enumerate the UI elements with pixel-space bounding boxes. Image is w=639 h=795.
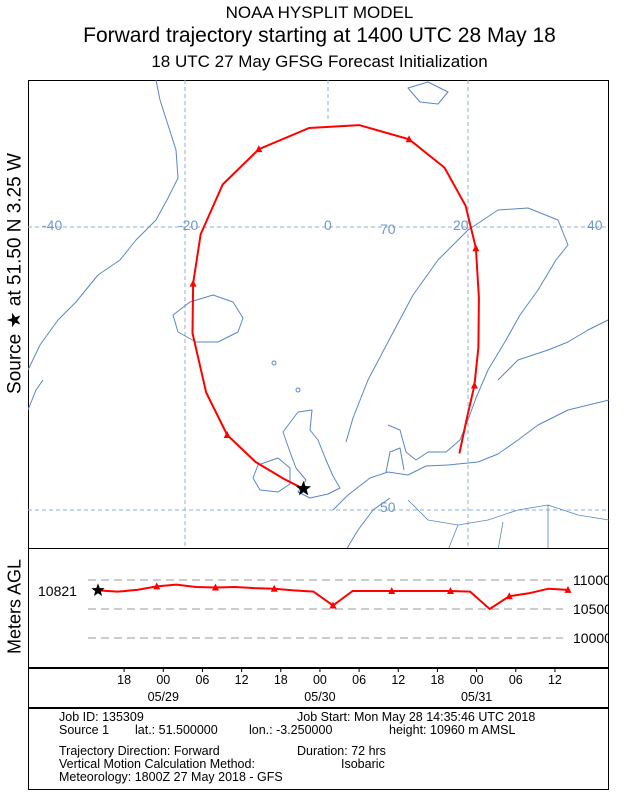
- denmark-coast: [385, 447, 405, 473]
- time-tick-label: 18: [430, 673, 444, 687]
- job-id: Job ID: 135309: [59, 710, 144, 724]
- time-tick-label: 00: [470, 673, 484, 687]
- vertical-method: Vertical Motion Calculation Method:: [59, 757, 255, 771]
- time-tick-label: 00: [313, 673, 327, 687]
- source-lat: lat.: 51.500000: [135, 723, 218, 737]
- job-start: Job Start: Mon May 28 14:35:46 UTC 2018: [297, 710, 536, 724]
- time-tick-label: 18: [117, 673, 131, 687]
- trajectory-direction: Trajectory Direction: Forward: [59, 744, 220, 758]
- height-marker: [153, 582, 161, 590]
- source-location-label: Source ★ at 51.50 N 3.25 W: [4, 153, 26, 394]
- source-lon: lon.: -3.250000: [249, 723, 333, 737]
- trajectory-marker: [189, 279, 197, 287]
- baltic-coast: [447, 399, 609, 466]
- meteorology: Meteorology: 1800Z 27 May 2018 - GFS: [59, 770, 283, 784]
- britain-coast: [282, 409, 341, 499]
- greenland-coast: [28, 80, 179, 411]
- svalbard-coast: [407, 81, 449, 105]
- lon-label-m40: -40: [42, 217, 62, 233]
- time-axis: 18 00 06 12 18 00 06 12 18 00 06 12 05/29 05/30 05/31: [28, 668, 609, 708]
- time-tick-label: 12: [548, 673, 562, 687]
- trajectory-line: [191, 124, 480, 490]
- time-tick-label: 06: [509, 673, 523, 687]
- height-marker: [270, 584, 278, 592]
- forecast-subtitle: 18 UTC 27 May GFSG Forecast Initializati…: [151, 52, 488, 71]
- trajectory-map: -40 -20 0 20 40 70 50: [28, 80, 609, 550]
- model-title: NOAA HYSPLIT MODEL: [225, 3, 414, 22]
- norway-coast: [345, 207, 569, 443]
- time-tick-label: 18: [274, 673, 288, 687]
- lon-label-0: 0: [324, 217, 332, 233]
- height-marker: [505, 592, 513, 600]
- height-source-star: [91, 583, 105, 596]
- time-tick-labels: 18 00 06 12 18 00 06 12 18 00 06 12 05/29 05/30 05/31: [117, 668, 562, 704]
- coastlines: [28, 80, 609, 550]
- borders: [407, 499, 609, 550]
- date-label: 05/31: [461, 690, 492, 704]
- lon-label-m20: -20: [178, 217, 198, 233]
- source-height-label: 10821: [38, 583, 77, 599]
- vertical-method-value: Isobaric: [341, 757, 385, 771]
- continent-coast: [332, 464, 449, 550]
- source-star-icon: [295, 480, 312, 496]
- height-marker: [329, 601, 337, 609]
- run-info-box: Job ID: 135309 Job Start: Mon May 28 14:3…: [28, 708, 609, 790]
- height-tick-label: 11000: [573, 572, 609, 588]
- time-tick-label: 12: [391, 673, 405, 687]
- trajectory-marker: [470, 381, 478, 389]
- height-marker: [447, 587, 454, 595]
- height-tick-label: 10000: [573, 630, 609, 646]
- height-axis-title: Meters AGL: [4, 558, 25, 655]
- time-tick-label: 12: [235, 673, 249, 687]
- map-grid: [28, 80, 609, 550]
- source-height: height: 10960 m AMSL: [389, 723, 516, 737]
- height-markers: [153, 582, 572, 609]
- trajectory-title: Forward trajectory starting at 1400 UTC …: [83, 24, 556, 47]
- duration: Duration: 72 hrs: [297, 744, 386, 758]
- lat-label-50: 50: [380, 499, 396, 515]
- trajectory-marker: [223, 431, 231, 439]
- iceland-coast: [172, 294, 244, 343]
- height-marker: [564, 585, 572, 593]
- date-label: 05/30: [304, 690, 335, 704]
- height-panel: 11000 10500 10000 10821: [28, 548, 609, 668]
- lon-label-40: 40: [587, 217, 603, 233]
- map-grid-labels: -40 -20 0 20 40 70 50: [42, 217, 603, 515]
- height-tick-label: 10500: [573, 601, 609, 617]
- ireland-coast: [252, 457, 291, 493]
- trajectory-markers: [189, 135, 480, 439]
- source-id: Source 1: [59, 723, 110, 737]
- height-source-star-icon: [91, 583, 105, 596]
- lon-label-20: 20: [453, 217, 469, 233]
- height-marker: [212, 583, 219, 591]
- time-tick-label: 06: [352, 673, 366, 687]
- time-tick-label: 06: [195, 673, 209, 687]
- trajectory-marker: [472, 244, 480, 252]
- finland-coast: [497, 319, 609, 381]
- height-tick-labels: 11000 10500 10000: [573, 572, 609, 646]
- source-star: [295, 480, 312, 496]
- lat-label-70: 70: [380, 221, 396, 237]
- height-marker: [388, 587, 396, 595]
- trajectory-marker: [255, 145, 263, 153]
- time-tick-label: 00: [156, 673, 170, 687]
- date-label: 05/29: [148, 690, 179, 704]
- trajectory-marker: [405, 135, 413, 143]
- height-gridlines: [88, 579, 563, 639]
